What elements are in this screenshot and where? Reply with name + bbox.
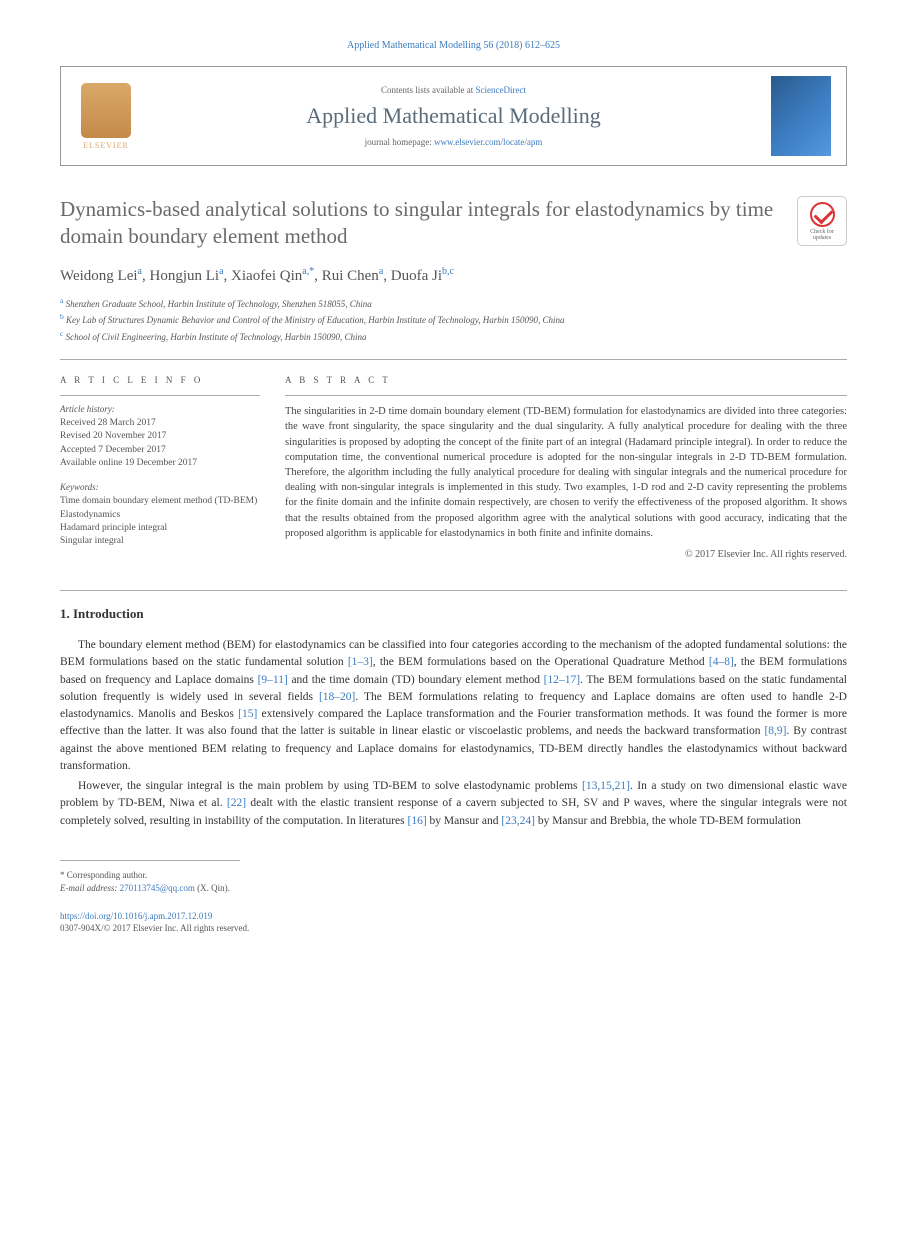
journal-cover-thumb bbox=[771, 76, 831, 156]
keyword-item: Hadamard principle integral bbox=[60, 522, 260, 535]
info-separator bbox=[60, 395, 260, 396]
homepage-prefix: journal homepage: bbox=[365, 137, 434, 147]
issn-copyright: 0307-904X/© 2017 Elsevier Inc. All right… bbox=[60, 923, 847, 933]
history-item: Revised 20 November 2017 bbox=[60, 430, 260, 443]
ref-link[interactable]: [8,9] bbox=[764, 725, 786, 737]
journal-name: Applied Mathematical Modelling bbox=[136, 103, 771, 129]
ref-link[interactable]: [1–3] bbox=[348, 656, 373, 668]
authors-line: Weidong Leia, Hongjun Lia, Xiaofei Qina,… bbox=[60, 266, 847, 285]
keyword-item: Elastodynamics bbox=[60, 509, 260, 522]
elsevier-tree-icon bbox=[81, 83, 131, 138]
ref-link[interactable]: [23,24] bbox=[501, 815, 535, 827]
contents-line: Contents lists available at ScienceDirec… bbox=[136, 85, 771, 95]
ref-link[interactable]: [16] bbox=[407, 815, 426, 827]
check-label-2: updates bbox=[813, 235, 831, 241]
ref-link[interactable]: [12–17] bbox=[544, 674, 580, 686]
abstract-copyright: © 2017 Elsevier Inc. All rights reserved… bbox=[285, 549, 847, 560]
doi-link[interactable]: https://doi.org/10.1016/j.apm.2017.12.01… bbox=[60, 911, 212, 921]
email-label: E-mail address: bbox=[60, 883, 120, 893]
check-updates-badge[interactable]: Check for updates bbox=[797, 196, 847, 246]
abstract-label: A B S T R A C T bbox=[285, 375, 847, 385]
keyword-item: Singular integral bbox=[60, 535, 260, 548]
journal-citation: Applied Mathematical Modelling 56 (2018)… bbox=[60, 40, 847, 51]
checkmark-icon bbox=[810, 202, 835, 227]
homepage-line: journal homepage: www.elsevier.com/locat… bbox=[136, 137, 771, 147]
email-link[interactable]: 270113745@qq.com bbox=[120, 883, 195, 893]
elsevier-logo: ELSEVIER bbox=[76, 79, 136, 154]
header-center: Contents lists available at ScienceDirec… bbox=[136, 85, 771, 147]
history-item: Received 28 March 2017 bbox=[60, 417, 260, 430]
ref-link[interactable]: [15] bbox=[238, 708, 257, 720]
ref-link[interactable]: [22] bbox=[227, 797, 246, 809]
ref-link[interactable]: [13,15,21] bbox=[582, 780, 630, 792]
history-label: Article history: bbox=[60, 404, 260, 414]
keyword-item: Time domain boundary element method (TD-… bbox=[60, 495, 260, 508]
article-info-column: A R T I C L E I N F O Article history: R… bbox=[60, 375, 260, 560]
elsevier-label: ELSEVIER bbox=[83, 141, 129, 150]
footnote-separator bbox=[60, 860, 240, 861]
ref-link[interactable]: [9–11] bbox=[258, 674, 288, 686]
affiliations: a Shenzhen Graduate School, Harbin Insti… bbox=[60, 295, 847, 345]
intro-paragraph-2: However, the singular integral is the ma… bbox=[60, 778, 847, 830]
abstract-separator bbox=[285, 395, 847, 396]
homepage-link[interactable]: www.elsevier.com/locate/apm bbox=[434, 137, 542, 147]
history-item: Accepted 7 December 2017 bbox=[60, 444, 260, 457]
separator-2 bbox=[60, 590, 847, 591]
separator bbox=[60, 359, 847, 360]
article-title: Dynamics-based analytical solutions to s… bbox=[60, 196, 797, 251]
corresponding-author-note: * Corresponding author. E-mail address: … bbox=[60, 869, 847, 896]
doi-line: https://doi.org/10.1016/j.apm.2017.12.01… bbox=[60, 911, 847, 921]
abstract-text: The singularities in 2-D time domain bou… bbox=[285, 404, 847, 541]
abstract-column: A B S T R A C T The singularities in 2-D… bbox=[285, 375, 847, 560]
sciencedirect-link[interactable]: ScienceDirect bbox=[476, 85, 526, 95]
section-1-heading: 1. Introduction bbox=[60, 606, 847, 622]
history-item: Available online 19 December 2017 bbox=[60, 457, 260, 470]
check-label: Check for updates bbox=[810, 229, 834, 241]
journal-header-box: ELSEVIER Contents lists available at Sci… bbox=[60, 66, 847, 166]
ref-link[interactable]: [18–20] bbox=[319, 691, 355, 703]
corr-label: * Corresponding author. bbox=[60, 869, 847, 883]
contents-prefix: Contents lists available at bbox=[381, 85, 475, 95]
intro-paragraph-1: The boundary element method (BEM) for el… bbox=[60, 637, 847, 775]
ref-link[interactable]: [4–8] bbox=[709, 656, 734, 668]
keywords-label: Keywords: bbox=[60, 482, 260, 492]
email-suffix: (X. Qin). bbox=[195, 883, 230, 893]
article-info-label: A R T I C L E I N F O bbox=[60, 375, 260, 385]
